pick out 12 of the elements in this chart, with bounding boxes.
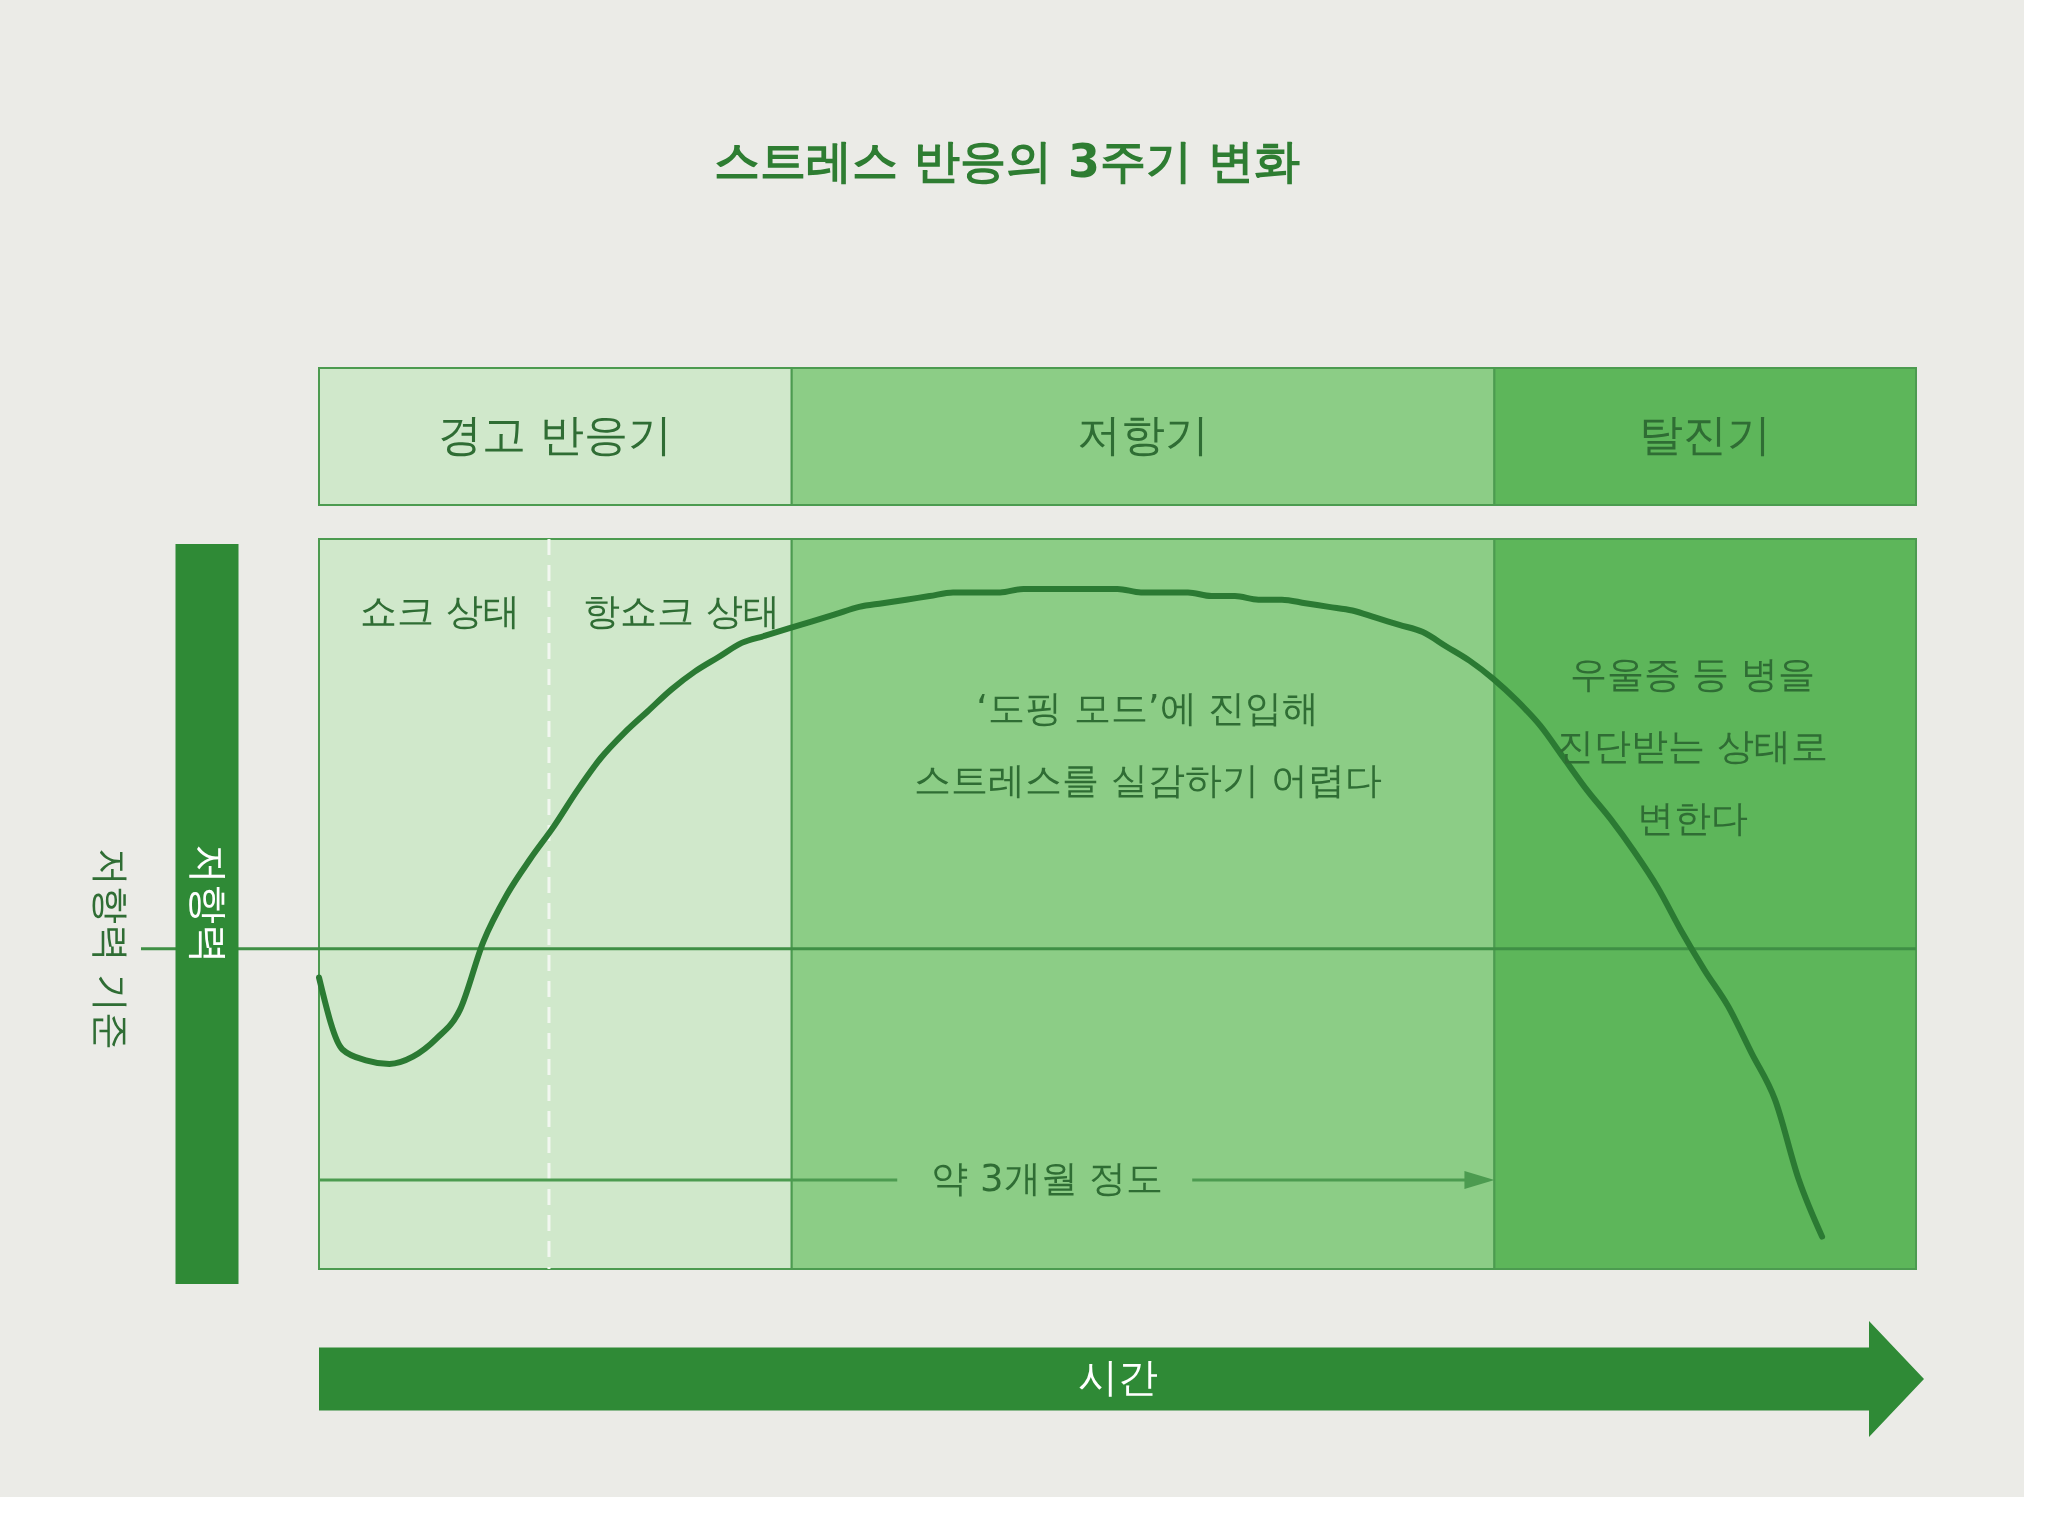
annotation: ‘도핑 모드’에 진입해 스트레스를 실감하기 어렵다	[914, 687, 1382, 802]
annotation: 쇼크 상태	[360, 590, 521, 633]
text: 경고 반응기	[438, 408, 673, 460]
annotation: 우울증 등 병을 진단받는 상태로 변한다	[1557, 653, 1828, 840]
x-axis-title: 시간	[1077, 1354, 1158, 1400]
y-axis-title: 저항력	[186, 844, 232, 964]
text: 저항기	[1077, 408, 1210, 460]
ref-line-label: 저항력 기준	[89, 847, 133, 1050]
chart-title: 스트레스 반응의 3주기 변화	[713, 134, 1301, 188]
annotation: 약 3개월 정도	[931, 1157, 1164, 1200]
text: 탈진기	[1639, 408, 1772, 460]
annotation: 항쇼크 상태	[583, 590, 780, 633]
